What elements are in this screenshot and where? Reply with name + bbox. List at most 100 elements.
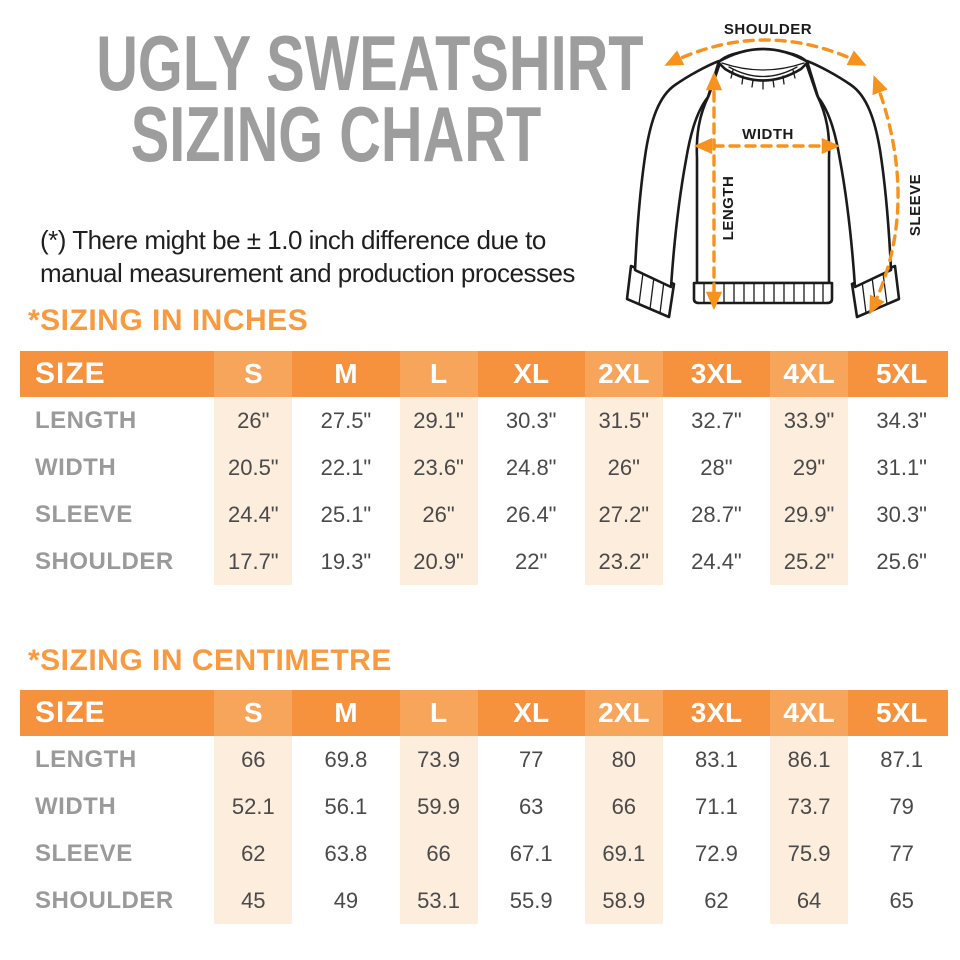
size-header-cell: SIZE <box>20 351 207 397</box>
size-col-header: 4XL <box>762 690 856 736</box>
size-value-cell: 69.8 <box>299 736 393 783</box>
shoulder-arrow-icon <box>664 38 867 66</box>
size-value-cell: 30.3" <box>855 491 948 538</box>
size-value-cell: 55.9 <box>484 877 578 924</box>
tolerance-note-line2: manual measurement and production proces… <box>40 258 575 288</box>
page-title-line2: SIZING CHART <box>130 90 542 178</box>
diagram-label-shoulder: SHOULDER <box>724 21 812 38</box>
size-value-cell: 63 <box>484 783 578 830</box>
size-value-cell: 26" <box>392 491 485 538</box>
size-value-cell: 25.1" <box>299 491 393 538</box>
size-value-cell: 63.8 <box>299 830 393 877</box>
size-col-header: M <box>299 690 393 736</box>
size-value-cell: 80 <box>577 736 671 783</box>
size-value-cell: 69.1 <box>577 830 671 877</box>
size-value-cell: 33.9" <box>762 397 856 444</box>
row-label: SLEEVE <box>20 491 207 538</box>
diagram-label-length: LENGTH <box>720 176 737 241</box>
size-value-cell: 24.4" <box>670 538 763 585</box>
size-col-header: M <box>299 351 393 397</box>
size-value-cell: 53.1 <box>392 877 485 924</box>
size-value-cell: 52.1 <box>207 783 300 830</box>
size-col-header: 4XL <box>762 351 856 397</box>
size-value-cell: 26.4" <box>484 491 578 538</box>
diagram-label-width: WIDTH <box>742 126 794 143</box>
size-value-cell: 20.9" <box>392 538 485 585</box>
size-value-cell: 25.6" <box>855 538 948 585</box>
size-value-cell: 77 <box>855 830 948 877</box>
size-value-cell: 32.7" <box>670 397 763 444</box>
size-value-cell: 62 <box>670 877 763 924</box>
size-value-cell: 86.1 <box>762 736 856 783</box>
row-label: SHOULDER <box>20 877 207 924</box>
size-value-cell: 26" <box>207 397 300 444</box>
size-value-cell: 29.1" <box>392 397 485 444</box>
size-value-cell: 58.9 <box>577 877 671 924</box>
size-value-cell: 79 <box>855 783 948 830</box>
size-value-cell: 73.7 <box>762 783 856 830</box>
size-value-cell: 65 <box>855 877 948 924</box>
size-value-cell: 24.4" <box>207 491 300 538</box>
size-col-header: S <box>207 351 300 397</box>
row-label: LENGTH <box>20 397 207 444</box>
row-label: SLEEVE <box>20 830 207 877</box>
size-value-cell: 29" <box>762 444 856 491</box>
size-value-cell: 28.7" <box>670 491 763 538</box>
size-value-cell: 72.9 <box>670 830 763 877</box>
size-value-cell: 31.5" <box>577 397 671 444</box>
size-value-cell: 30.3" <box>484 397 578 444</box>
sweatshirt-measurement-diagram: SHOULDER WIDTH LENGTH SLEEVE <box>618 0 955 337</box>
size-value-cell: 27.2" <box>577 491 671 538</box>
size-col-header: 3XL <box>670 351 763 397</box>
size-value-cell: 28" <box>670 444 763 491</box>
size-value-cell: 22.1" <box>299 444 393 491</box>
size-col-header: 5XL <box>855 690 948 736</box>
size-value-cell: 31.1" <box>855 444 948 491</box>
size-header-cell: SIZE <box>20 690 207 736</box>
size-value-cell: 56.1 <box>299 783 393 830</box>
sweatshirt-waistband-icon <box>692 281 834 305</box>
tolerance-note-line1: (*) There might be ± 1.0 inch difference… <box>40 225 546 255</box>
centimetre-section-heading: *SIZING IN CENTIMETRE <box>28 644 392 677</box>
sleeve-arrow-icon <box>869 75 900 315</box>
size-value-cell: 23.2" <box>577 538 671 585</box>
size-value-cell: 77 <box>484 736 578 783</box>
size-value-cell: 75.9 <box>762 830 856 877</box>
size-value-cell: 67.1 <box>484 830 578 877</box>
page-title-line1: UGLY SWEATSHIRT <box>96 19 644 107</box>
size-value-cell: 71.1 <box>670 783 763 830</box>
size-value-cell: 83.1 <box>670 736 763 783</box>
size-col-header: 2XL <box>577 690 671 736</box>
size-value-cell: 73.9 <box>392 736 485 783</box>
size-col-header: S <box>207 690 300 736</box>
size-value-cell: 45 <box>207 877 300 924</box>
size-col-header: XL <box>484 690 578 736</box>
size-value-cell: 49 <box>299 877 393 924</box>
size-value-cell: 27.5" <box>299 397 393 444</box>
size-value-cell: 22" <box>484 538 578 585</box>
tolerance-note: (*) There might be ± 1.0 inch difference… <box>40 224 620 290</box>
row-label: WIDTH <box>20 783 207 830</box>
row-label: SHOULDER <box>20 538 207 585</box>
size-value-cell: 66 <box>392 830 485 877</box>
size-col-header: 5XL <box>855 351 948 397</box>
centimetre-table: SIZE S M L XL 2XL 3XL 4XL 5XL LENGTH 66 … <box>20 690 948 924</box>
size-value-cell: 66 <box>577 783 671 830</box>
size-col-header: 2XL <box>577 351 671 397</box>
size-col-header: 3XL <box>670 690 763 736</box>
diagram-label-sleeve: SLEEVE <box>907 174 924 236</box>
page-title: UGLY SWEATSHIRT SIZING CHART <box>12 19 660 178</box>
size-value-cell: 59.9 <box>392 783 485 830</box>
size-value-cell: 26" <box>577 444 671 491</box>
size-value-cell: 66 <box>207 736 300 783</box>
size-value-cell: 87.1 <box>855 736 948 783</box>
size-value-cell: 17.7" <box>207 538 300 585</box>
size-value-cell: 34.3" <box>855 397 948 444</box>
size-value-cell: 20.5" <box>207 444 300 491</box>
size-value-cell: 19.3" <box>299 538 393 585</box>
size-col-header: L <box>392 351 485 397</box>
size-value-cell: 62 <box>207 830 300 877</box>
size-value-cell: 24.8" <box>484 444 578 491</box>
size-value-cell: 23.6" <box>392 444 485 491</box>
